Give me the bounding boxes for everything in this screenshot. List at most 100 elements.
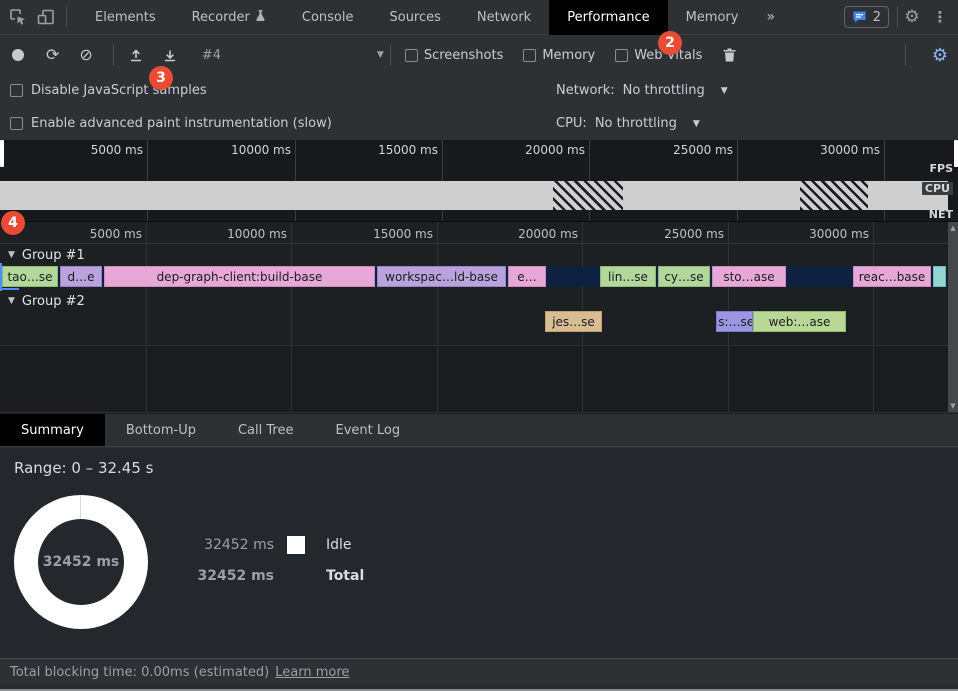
clear-icon[interactable]: ⊘ [79, 45, 93, 64]
flame-event-bar[interactable] [933, 266, 946, 287]
checkbox-box [10, 117, 23, 130]
flame-event-bar[interactable]: tao…se [2, 266, 58, 287]
summary-legend: 32452 ms Idle 32452 ms Total [196, 536, 364, 584]
selection-marker [0, 288, 19, 290]
save-profile-icon[interactable] [162, 47, 178, 63]
flame-event-bar[interactable]: jes…se [545, 311, 602, 332]
cpu-throttling-select[interactable]: CPU: No throttling ▼ [556, 116, 700, 131]
legend-value: 32452 ms [204, 537, 274, 553]
flame-chart[interactable]: 5000 ms 10000 ms 15000 ms 20000 ms 25000 ms 3… [0, 222, 958, 412]
flame-event-bar[interactable]: d…e [60, 266, 102, 287]
tab-performance[interactable]: Performance [549, 0, 668, 35]
tab-recorder[interactable]: Recorder [174, 0, 284, 35]
ruler-tick-label: 5000 ms [89, 227, 142, 241]
gridline [442, 140, 443, 221]
settings-gear-icon[interactable]: ⚙ [904, 6, 920, 27]
checkbox-label: Web Vitals [634, 47, 703, 63]
checkbox-label: Disable JavaScript samples [31, 83, 207, 98]
tab-elements[interactable]: Elements [77, 0, 174, 35]
network-throttling-select[interactable]: Network: No throttling ▼ [556, 83, 728, 98]
flame-event-bar[interactable]: lin…se [600, 266, 656, 287]
load-profile-icon[interactable] [128, 47, 144, 63]
record-icon[interactable] [12, 49, 24, 61]
detail-tab-call-tree[interactable]: Call Tree [237, 422, 294, 438]
tab-network[interactable]: Network [459, 0, 549, 35]
flame-event-label: lin…se [608, 269, 648, 284]
overview-left-handle[interactable] [0, 140, 4, 167]
flame-event-bar[interactable]: reac…base [853, 266, 931, 287]
network-label: Network: [556, 83, 615, 98]
flame-scrollbar[interactable]: ▲ ▼ [948, 222, 958, 412]
flame-event-bar[interactable]: dep-graph-client:build-base [104, 266, 375, 287]
summary-panel: Range: 0 – 32.45 s 32452 ms 32452 ms Idle… [0, 448, 958, 658]
memory-checkbox[interactable]: Memory [523, 48, 595, 63]
perf-toolbar: ⟳ ⊘ #4 ▼ Screenshots Memory Web Vi [0, 36, 958, 74]
legend-total-value: 32452 ms [197, 568, 274, 584]
overview-right-handle[interactable] [954, 140, 958, 167]
learn-more-link[interactable]: Learn more [275, 664, 350, 680]
tab-console[interactable]: Console [284, 0, 372, 35]
web-vitals-checkbox[interactable]: Web Vitals [615, 48, 702, 63]
checkbox-box [10, 84, 23, 97]
more-tabs-chevron-icon[interactable]: » [766, 9, 776, 25]
capture-settings-gear-icon[interactable]: ⚙ [931, 44, 948, 66]
history-select[interactable]: #4 ▼ [202, 48, 384, 63]
group-label: Group #2 [21, 293, 85, 309]
scroll-up-icon[interactable]: ▲ [950, 224, 956, 232]
group2-header[interactable]: ▼ Group #2 [8, 292, 85, 310]
flame-event-label: e… [517, 269, 537, 284]
flame-event-bar[interactable]: cy…se [658, 266, 710, 287]
summary-donut-chart: 32452 ms [14, 495, 148, 629]
issues-button[interactable]: 2 [843, 6, 889, 28]
flame-event-bar[interactable]: workspac…ld-base [377, 266, 506, 287]
group1-header[interactable]: ▼ Group #1 [8, 246, 85, 264]
window-bottom-edge [0, 685, 958, 691]
dropdown-arrow-icon: ▼ [720, 85, 728, 96]
checkbox-label: Memory [542, 47, 596, 63]
tab-sources[interactable]: Sources [371, 0, 458, 35]
network-value: No throttling [622, 83, 705, 98]
reload-and-record-icon[interactable]: ⟳ [46, 45, 60, 64]
flame-event-bar[interactable]: sto…ase [712, 266, 786, 287]
range-text: Range: 0 – 32.45 s [14, 459, 154, 477]
menu-dots-icon[interactable]: ⋮ [932, 8, 948, 26]
flame-event-label: web:…ase [768, 314, 831, 329]
legend-swatch [287, 536, 305, 554]
screenshots-checkbox[interactable]: Screenshots [404, 48, 503, 63]
group2-bars-row: jes…se js:…se web:…ase [0, 311, 948, 332]
donut-seam [80, 495, 81, 519]
issues-bubble-icon [852, 10, 867, 24]
detail-tab-bottom-up[interactable]: Bottom-Up [125, 422, 196, 438]
ruler-tick-label: 5000 ms [90, 143, 143, 157]
detail-tab-event-log[interactable]: Event Log [335, 422, 401, 438]
cpu-idle-hatch [800, 181, 868, 210]
advanced-paint-checkbox[interactable]: Enable advanced paint instrumentation (s… [10, 116, 332, 131]
detail-tab-summary[interactable]: Summary [0, 414, 105, 446]
ruler-tick-label: 30000 ms [809, 227, 869, 241]
scroll-down-icon[interactable]: ▼ [950, 402, 956, 410]
ruler-tick-label: 15000 ms [378, 143, 438, 157]
tab-label: Elements [95, 9, 156, 25]
history-selected-value: #4 [201, 47, 221, 63]
disable-js-samples-checkbox[interactable]: Disable JavaScript samples [10, 83, 207, 98]
gridline [147, 140, 148, 221]
capture-settings-pane: Disable JavaScript samples Enable advanc… [0, 74, 958, 140]
flame-event-bar[interactable]: e… [508, 266, 546, 287]
inspect-element-icon[interactable] [4, 4, 32, 30]
device-toolbar-icon[interactable] [32, 4, 60, 30]
cpu-idle-hatch [553, 181, 623, 210]
flame-event-label: dep-graph-client:build-base [156, 269, 323, 284]
timeline-overview[interactable]: 5000 ms 10000 ms 15000 ms 20000 ms 25000 ms 3… [0, 140, 958, 222]
ruler-tick-label: 10000 ms [231, 143, 291, 157]
flame-event-label: jes…se [552, 314, 595, 329]
flame-event-bar[interactable]: web:…ase [753, 311, 846, 332]
group-label: Group #1 [21, 247, 85, 263]
collapse-triangle-icon: ▼ [8, 296, 15, 306]
devtools-tabs: Elements Recorder Console Sources Network Per… [77, 0, 756, 35]
flame-event-bar[interactable]: js:…se [716, 311, 753, 332]
tab-memory[interactable]: Memory [668, 0, 757, 35]
ruler-divider [0, 243, 948, 244]
cpu-value: No throttling [594, 116, 677, 131]
trash-icon[interactable] [722, 47, 737, 63]
